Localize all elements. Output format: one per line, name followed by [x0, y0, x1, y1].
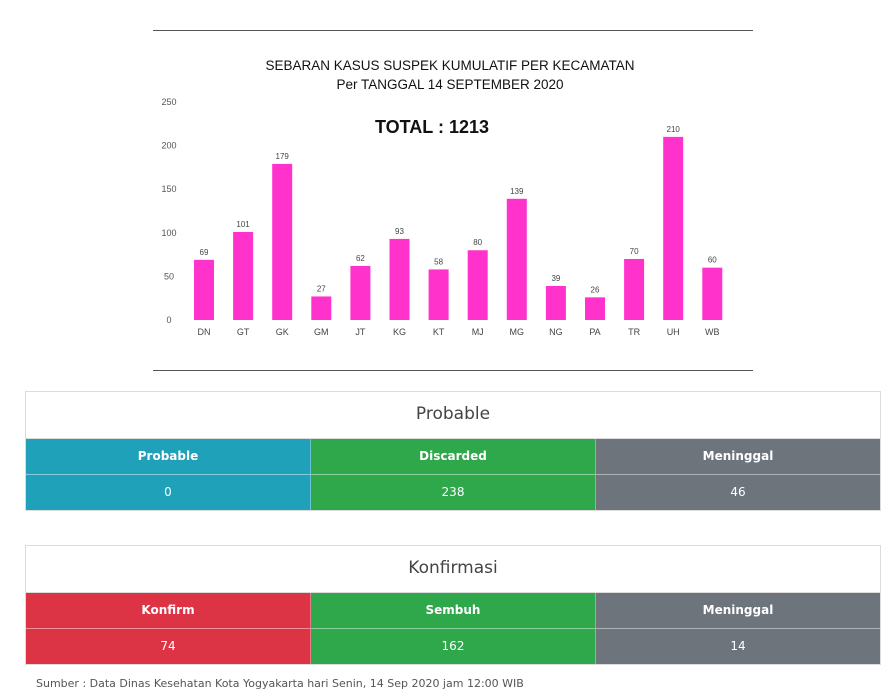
bar-kg [389, 238, 410, 320]
bar-dn [194, 259, 214, 320]
data-label-mg: 139 [510, 187, 524, 196]
x-tick-label-dn: DN [198, 327, 211, 337]
konfirmasi-panel-title: Konfirmasi [26, 546, 880, 593]
konfirm-value: 74 [26, 628, 311, 664]
probable-value: 0 [26, 474, 311, 510]
data-label-gk: 179 [276, 152, 290, 161]
y-tick-label: 0 [166, 315, 171, 325]
bar-ng [545, 285, 566, 320]
data-label-wb: 60 [708, 256, 717, 265]
chart-subtitle: Per TANGGAL 14 SEPTEMBER 2020 [336, 77, 563, 92]
konfirmasi-meninggal-header: Meninggal [596, 593, 880, 628]
konfirm-header: Konfirm [26, 593, 311, 628]
bar-pa [585, 297, 605, 320]
konfirmasi-meninggal-value: 14 [596, 628, 880, 664]
x-tick-label-gm: GM [314, 327, 329, 337]
data-label-kt: 58 [434, 257, 443, 266]
bar-gt [233, 231, 254, 320]
probable-panel: Probable Probable Discarded Meninggal 0 … [25, 391, 881, 511]
bar-mj [467, 250, 488, 320]
bar-wb [702, 267, 723, 320]
x-tick-label-gk: GK [276, 327, 289, 337]
bar-jt [350, 265, 371, 320]
data-label-gt: 101 [236, 220, 250, 229]
konfirmasi-panel: Konfirmasi Konfirm Sembuh Meninggal 74 1… [25, 545, 881, 665]
bar-mg [506, 198, 527, 320]
x-tick-label-pa: PA [589, 327, 600, 337]
discarded-header: Discarded [311, 439, 596, 474]
sembuh-value: 162 [311, 628, 596, 664]
x-tick-label-tr: TR [628, 327, 640, 337]
x-tick-label-wb: WB [705, 327, 720, 337]
bar-gk [272, 163, 293, 320]
y-tick-label: 50 [164, 271, 174, 281]
bar-uh [663, 136, 684, 320]
data-label-dn: 69 [200, 248, 209, 257]
data-label-jt: 62 [356, 254, 365, 263]
y-tick-label: 150 [161, 184, 176, 194]
x-tick-label-gt: GT [237, 327, 250, 337]
bar-kt [428, 269, 449, 320]
discarded-value: 238 [311, 474, 596, 510]
y-tick-label: 250 [161, 97, 176, 107]
chart-total-annotation: TOTAL : 1213 [375, 117, 489, 137]
probable-panel-title: Probable [26, 392, 880, 439]
x-tick-label-mj: MJ [472, 327, 484, 337]
x-tick-label-kt: KT [433, 327, 445, 337]
chart-title: SEBARAN KASUS SUSPEK KUMULATIF PER KECAM… [265, 58, 634, 73]
bar-tr [624, 258, 645, 320]
bar-chart: SEBARAN KASUS SUSPEK KUMULATIF PER KECAM… [161, 58, 723, 337]
data-label-gm: 27 [317, 284, 326, 293]
probable-meninggal-value: 46 [596, 474, 880, 510]
chart-image: SEBARAN KASUS SUSPEK KUMULATIF PER KECAM… [153, 30, 753, 371]
x-tick-label-jt: JT [355, 327, 366, 337]
data-label-uh: 210 [667, 125, 681, 134]
data-label-ng: 39 [551, 274, 560, 283]
y-tick-label: 200 [161, 141, 176, 151]
data-label-tr: 70 [630, 247, 639, 256]
source-footer: Sumber : Data Dinas Kesehatan Kota Yogya… [36, 677, 524, 690]
data-label-mj: 80 [473, 238, 482, 247]
x-tick-label-uh: UH [667, 327, 680, 337]
x-tick-label-kg: KG [393, 327, 406, 337]
y-tick-label: 100 [161, 228, 176, 238]
data-label-kg: 93 [395, 227, 404, 236]
data-label-pa: 26 [591, 285, 600, 294]
probable-meninggal-header: Meninggal [596, 439, 880, 474]
x-tick-label-ng: NG [549, 327, 563, 337]
x-tick-label-mg: MG [510, 327, 525, 337]
bar-gm [311, 296, 332, 320]
probable-header: Probable [26, 439, 311, 474]
sembuh-header: Sembuh [311, 593, 596, 628]
